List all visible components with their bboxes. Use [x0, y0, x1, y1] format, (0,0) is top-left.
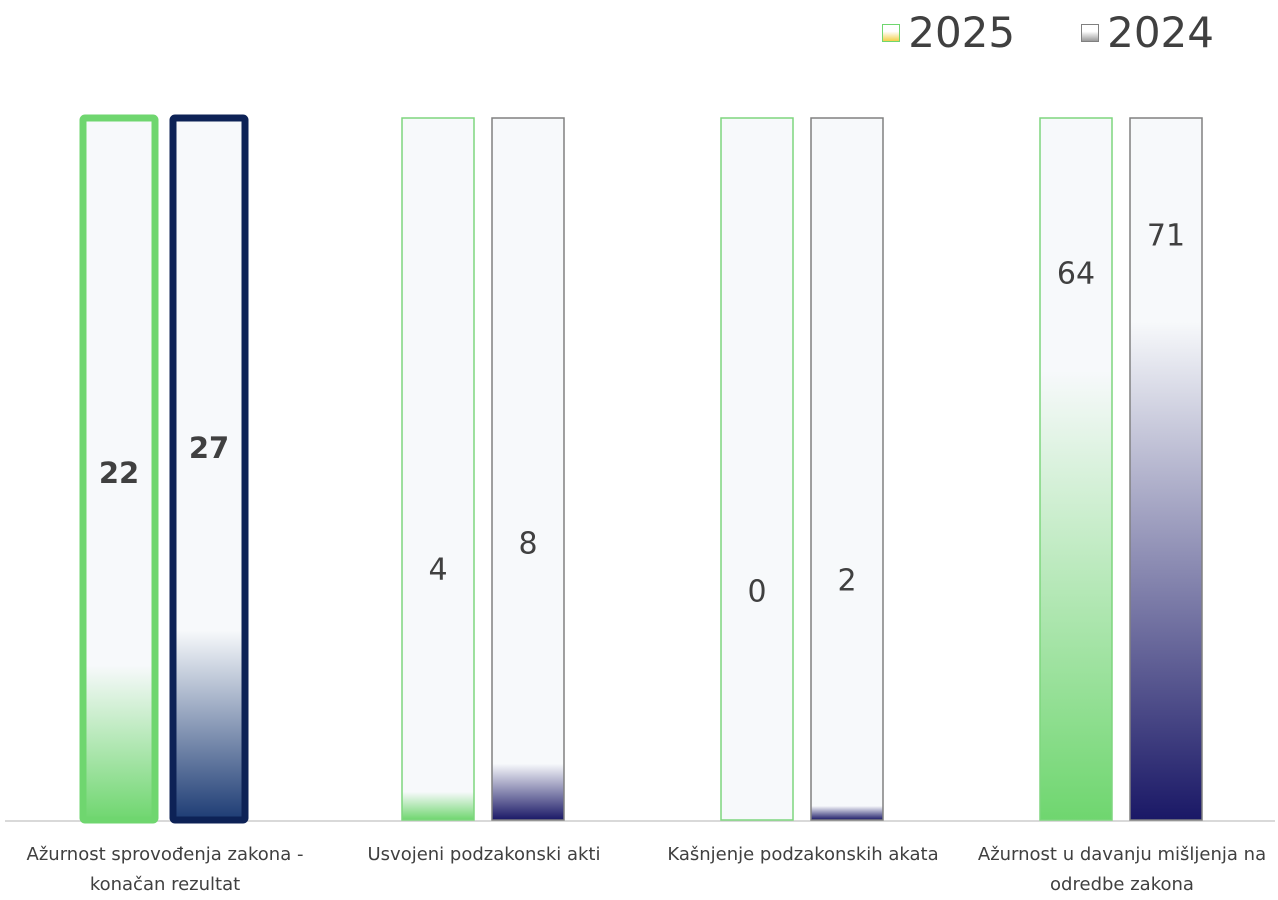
data-label: 0	[747, 575, 766, 610]
category-label: Usvojeni podzakonski akti	[367, 844, 601, 865]
data-label: 64	[1057, 257, 1095, 292]
data-label: 2	[837, 564, 856, 599]
bar-2024	[491, 117, 565, 821]
bar-background	[811, 118, 883, 820]
bar-outline	[810, 117, 884, 821]
category-label: Ažurnost sprovođenja zakona - konačan re…	[26, 844, 304, 895]
bar-outline	[720, 117, 794, 821]
data-label: 4	[428, 553, 447, 588]
bar-2024	[1129, 117, 1203, 821]
bar-outline	[79, 114, 159, 824]
bar-2024	[169, 114, 249, 824]
bar-2025	[79, 114, 159, 824]
legend-item-2025: 2025	[882, 8, 1015, 57]
bar-outline	[491, 117, 565, 821]
bar-fill	[402, 791, 474, 820]
bar-2024	[810, 117, 884, 821]
bar-fill	[173, 630, 245, 820]
bar-2025	[720, 117, 794, 821]
bar-fill	[492, 763, 564, 820]
category-label: Kašnjenje podzakonskih akata	[667, 844, 939, 865]
bar-fill	[1130, 321, 1202, 820]
bar-background	[492, 118, 564, 820]
category-label: Ažurnost u davanju mišljenja na odredbe …	[977, 844, 1267, 895]
data-label: 71	[1147, 219, 1185, 254]
data-label: 22	[99, 456, 139, 490]
bar-outline	[1039, 117, 1113, 821]
bar-fill	[1040, 370, 1112, 820]
bar-background	[402, 118, 474, 820]
legend-swatch-2024	[1081, 23, 1100, 42]
legend-label-2024: 2024	[1107, 8, 1214, 57]
bar-outline	[401, 117, 475, 821]
chart-legend: 2025 2024	[882, 8, 1214, 57]
legend-label-2025: 2025	[908, 8, 1016, 57]
legend-swatch-2025	[882, 23, 901, 42]
bar-background	[721, 118, 793, 820]
data-label: 27	[189, 431, 229, 465]
legend-item-2024: 2024	[1081, 8, 1214, 57]
bar-fill	[811, 805, 883, 820]
bar-2025	[401, 117, 475, 821]
bar-outline	[169, 114, 249, 824]
data-label: 8	[518, 527, 537, 562]
bar-2025	[1039, 117, 1113, 821]
bar-outline	[1129, 117, 1203, 821]
bar-fill	[83, 665, 155, 820]
